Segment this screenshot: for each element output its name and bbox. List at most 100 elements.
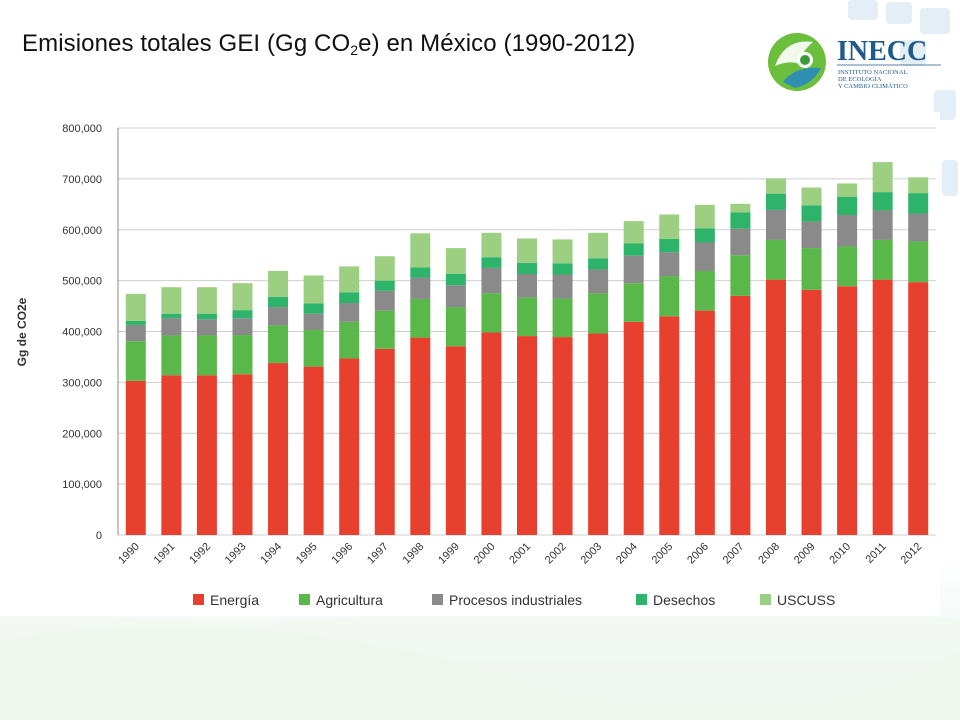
bar-segment bbox=[410, 267, 431, 278]
bar-segment bbox=[908, 177, 929, 194]
bar-segment bbox=[872, 192, 893, 211]
bar-segment bbox=[196, 287, 217, 314]
bar-segment bbox=[659, 214, 680, 239]
y-tick-label: 500,000 bbox=[62, 276, 102, 288]
page-title: Emisiones totales GEI (Gg CO2e) en Méxic… bbox=[22, 30, 635, 58]
x-tick-label: 2007 bbox=[721, 541, 747, 567]
bar-segment bbox=[659, 276, 680, 317]
bar-segment bbox=[196, 375, 217, 535]
bar-segment bbox=[410, 277, 431, 299]
bar-segment bbox=[232, 283, 253, 311]
x-tick-label: 1991 bbox=[152, 541, 178, 567]
bar-segment bbox=[481, 332, 502, 535]
bar-segment bbox=[374, 310, 395, 349]
legend-swatch bbox=[193, 594, 204, 605]
bar-segment bbox=[552, 337, 573, 535]
x-tick-label: 2011 bbox=[864, 541, 889, 566]
bar-segment bbox=[517, 274, 537, 298]
y-tick-label: 800,000 bbox=[62, 123, 102, 135]
bar-segment bbox=[872, 279, 893, 535]
bar-segment bbox=[765, 209, 786, 240]
bar-segment bbox=[339, 303, 360, 322]
bar-segment bbox=[908, 193, 929, 214]
bar-segment bbox=[445, 307, 466, 347]
legend-label: Desechos bbox=[653, 592, 715, 608]
bar-segment bbox=[481, 293, 502, 333]
logo-emblem-icon bbox=[768, 33, 826, 91]
bar-segment bbox=[552, 298, 573, 338]
x-tick-label: 1997 bbox=[365, 541, 391, 567]
bar-segment bbox=[161, 313, 182, 319]
x-tick-label: 1998 bbox=[401, 541, 427, 567]
bar-segment bbox=[268, 270, 289, 297]
bar-segment bbox=[694, 310, 715, 535]
x-tick-label: 1990 bbox=[116, 541, 142, 567]
bar-segment bbox=[303, 303, 324, 314]
legend-swatch bbox=[636, 594, 647, 605]
bar-segment bbox=[623, 283, 644, 322]
bar-segment bbox=[303, 275, 324, 304]
bar-segment bbox=[837, 196, 858, 215]
bar-segment bbox=[659, 238, 680, 253]
logo-subtitle-2: DE ECOLOGÍA bbox=[838, 75, 882, 83]
bar-segment bbox=[552, 263, 573, 275]
bar-segment bbox=[374, 348, 395, 535]
bar-segment bbox=[765, 279, 786, 535]
bar-segment bbox=[908, 241, 929, 283]
bar-segment bbox=[694, 242, 715, 271]
legend-swatch bbox=[760, 594, 771, 605]
bar-segment bbox=[730, 255, 751, 296]
bar-segment bbox=[730, 212, 751, 229]
bar-segment bbox=[837, 183, 858, 197]
bar-segment bbox=[837, 286, 858, 535]
bar-segment bbox=[303, 366, 324, 535]
bar-segment bbox=[196, 313, 217, 320]
bar-segment bbox=[659, 316, 680, 535]
bar-segment bbox=[588, 333, 609, 535]
bar-segment bbox=[765, 178, 786, 194]
bar-segment bbox=[410, 298, 431, 338]
bar-segment bbox=[623, 255, 644, 284]
bar-segment bbox=[694, 204, 715, 229]
y-tick-label: 600,000 bbox=[62, 225, 102, 237]
bar-segment bbox=[445, 274, 466, 286]
x-tick-label: 1993 bbox=[223, 541, 249, 567]
bar-segment bbox=[196, 335, 217, 376]
x-tick-label: 1999 bbox=[436, 541, 462, 567]
bar-segment bbox=[481, 257, 502, 268]
y-tick-label: 400,000 bbox=[62, 327, 102, 339]
x-tick-label: 2003 bbox=[578, 541, 604, 567]
bar-segment bbox=[232, 310, 253, 319]
x-tick-label: 1995 bbox=[294, 541, 320, 567]
bar-segment bbox=[588, 232, 609, 259]
bar-segment bbox=[623, 221, 644, 244]
bar-segment bbox=[730, 203, 751, 213]
bar-segment bbox=[801, 205, 822, 222]
bar-segment bbox=[659, 252, 680, 277]
bar-segment bbox=[339, 292, 360, 304]
logo-name: INECC bbox=[837, 36, 927, 67]
bar-segment bbox=[837, 214, 858, 247]
bar-segment bbox=[872, 210, 893, 240]
bar-segment bbox=[623, 321, 644, 535]
bar-segment bbox=[339, 321, 360, 359]
bar-segment bbox=[623, 243, 644, 256]
y-tick-label: 700,000 bbox=[62, 174, 102, 186]
bar-segment bbox=[125, 320, 146, 325]
bar-segment bbox=[694, 270, 715, 311]
y-tick-label: 200,000 bbox=[62, 428, 102, 440]
bar-segment bbox=[268, 296, 289, 308]
legend-label: Procesos industriales bbox=[449, 592, 582, 608]
bar-segment bbox=[872, 162, 893, 193]
bar-segment bbox=[588, 269, 609, 294]
legend-label: Agricultura bbox=[316, 592, 383, 608]
bar-segment bbox=[125, 341, 146, 381]
bar-segment bbox=[694, 228, 715, 243]
bar-segment bbox=[268, 363, 289, 535]
bar-segment bbox=[517, 336, 537, 535]
logo-subtitle-3: Y CAMBIO CLIMÁTICO bbox=[838, 82, 908, 90]
bar-segment bbox=[445, 346, 466, 535]
bar-segment bbox=[801, 289, 822, 535]
bar-segment bbox=[872, 239, 893, 280]
bar-segment bbox=[339, 358, 360, 535]
